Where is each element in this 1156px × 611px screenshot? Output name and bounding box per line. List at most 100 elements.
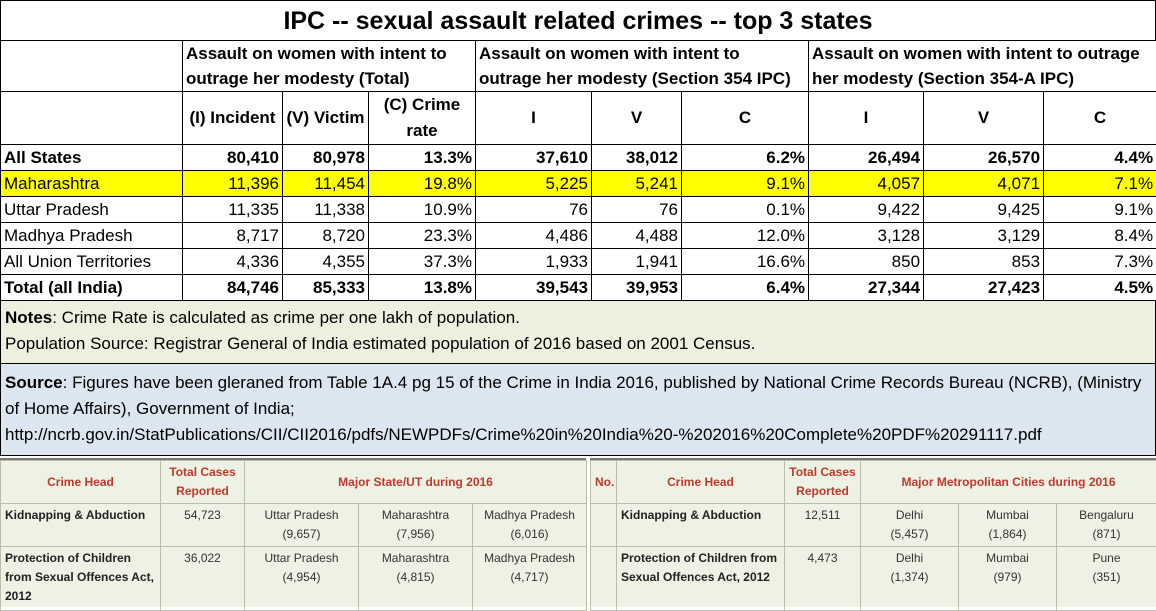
- data-cell: 9,422: [809, 197, 924, 223]
- place-count: (1,374): [865, 568, 954, 587]
- place-count: (871): [1061, 525, 1152, 544]
- row-label: Total (all India): [1, 275, 183, 301]
- data-cell: 27,344: [809, 275, 924, 301]
- crime-head-cell: Protection of Children from Sexual Offen…: [617, 547, 785, 611]
- data-cell: 13.8%: [369, 275, 476, 301]
- place-name: Maharashtra: [363, 549, 468, 568]
- data-cell: 76: [476, 197, 592, 223]
- sub-header: V: [592, 92, 682, 145]
- data-cell: 39,953: [592, 275, 682, 301]
- row-label: All Union Territories: [1, 249, 183, 275]
- data-cell: 7.1%: [1044, 171, 1156, 197]
- notes-line-2: Population Source: Registrar General of …: [5, 331, 1151, 357]
- row-no-cell: [591, 547, 617, 611]
- data-cell: 5,225: [476, 171, 592, 197]
- place-count: (979): [963, 568, 1052, 587]
- data-cell: 12.0%: [682, 223, 809, 249]
- sub-header: I: [476, 92, 592, 145]
- data-cell: 11,335: [183, 197, 283, 223]
- place-cell: Delhi(1,374): [861, 547, 959, 611]
- place-count: (1,864): [963, 525, 1052, 544]
- data-cell: 9.1%: [682, 171, 809, 197]
- place-name: Mumbai: [963, 549, 1052, 568]
- sub-header: C: [682, 92, 809, 145]
- crime-head-cell: Kidnapping & Abduction: [1, 504, 161, 547]
- place-name: Madhya Pradesh: [477, 506, 582, 525]
- data-cell: 8.4%: [1044, 223, 1156, 249]
- place-count: (4,954): [249, 568, 354, 587]
- data-cell: 80,410: [183, 145, 283, 171]
- header-major-state: Major State/UT during 2016: [245, 461, 587, 504]
- crime-stats-table: Assault on women with intent to outrage …: [0, 40, 1156, 301]
- data-cell: 7.3%: [1044, 249, 1156, 275]
- corner-cell-sub: [1, 92, 183, 145]
- header-total-cases: Total Cases Reported: [161, 461, 245, 504]
- data-cell: 85,333: [283, 275, 369, 301]
- data-cell: 10.9%: [369, 197, 476, 223]
- row-label: Madhya Pradesh: [1, 223, 183, 249]
- data-cell: 1,933: [476, 249, 592, 275]
- sub-header: (I) Incident: [183, 92, 283, 145]
- data-cell: 16.6%: [682, 249, 809, 275]
- data-cell: 4.5%: [1044, 275, 1156, 301]
- place-count: (4,815): [363, 568, 468, 587]
- sub-header: (C) Crime rate: [369, 92, 476, 145]
- data-cell: 80,978: [283, 145, 369, 171]
- data-cell: 11,454: [283, 171, 369, 197]
- header-no: No.: [591, 461, 617, 504]
- place-cell: Uttar Pradesh(9,657): [245, 504, 359, 547]
- state-crime-table: Crime Head Total Cases Reported Major St…: [0, 460, 587, 611]
- data-cell: 37,610: [476, 145, 592, 171]
- place-cell: Maharashtra(7,956): [359, 504, 473, 547]
- data-cell: 27,423: [924, 275, 1044, 301]
- data-cell: 26,494: [809, 145, 924, 171]
- place-name: Mumbai: [963, 506, 1052, 525]
- place-count: (5,457): [865, 525, 954, 544]
- place-cell: Madhya Pradesh(6,016): [473, 504, 587, 547]
- notes-line-1: : Crime Rate is calculated as crime per …: [52, 308, 520, 327]
- row-no-cell: [591, 504, 617, 547]
- source-url[interactable]: http://ncrb.gov.in/StatPublications/CII/…: [5, 425, 1042, 444]
- data-cell: 850: [809, 249, 924, 275]
- place-cell: Madhya Pradesh(4,717): [473, 547, 587, 611]
- row-label: Uttar Pradesh: [1, 197, 183, 223]
- data-cell: 4,336: [183, 249, 283, 275]
- place-cell: Mumbai(1,864): [959, 504, 1057, 547]
- place-cell: Uttar Pradesh(4,954): [245, 547, 359, 611]
- data-cell: 4,486: [476, 223, 592, 249]
- place-cell: Delhi(5,457): [861, 504, 959, 547]
- row-label: Maharashtra: [1, 171, 183, 197]
- row-label: All States: [1, 145, 183, 171]
- data-cell: 76: [592, 197, 682, 223]
- header-crime-head: Crime Head: [1, 461, 161, 504]
- data-cell: 4,071: [924, 171, 1044, 197]
- data-cell: 39,543: [476, 275, 592, 301]
- data-cell: 6.2%: [682, 145, 809, 171]
- group-header-total: Assault on women with intent to outrage …: [183, 41, 476, 92]
- total-cases-cell: 4,473: [785, 547, 861, 611]
- list-item: Protection of Children from Sexual Offen…: [1, 547, 587, 611]
- header-major-city: Major Metropolitan Cities during 2016: [861, 461, 1156, 504]
- notes-lead: Notes: [5, 308, 52, 327]
- sub-header: V: [924, 92, 1044, 145]
- place-count: (351): [1061, 568, 1152, 587]
- data-cell: 4,057: [809, 171, 924, 197]
- place-name: Madhya Pradesh: [477, 549, 582, 568]
- place-count: (6,016): [477, 525, 582, 544]
- total-cases-cell: 36,022: [161, 547, 245, 611]
- data-cell: 84,746: [183, 275, 283, 301]
- data-cell: 3,129: [924, 223, 1044, 249]
- place-count: (7,956): [363, 525, 468, 544]
- place-count: (9,657): [249, 525, 354, 544]
- place-cell: Mumbai(979): [959, 547, 1057, 611]
- place-cell: Pune(351): [1057, 547, 1156, 611]
- place-name: Delhi: [865, 549, 954, 568]
